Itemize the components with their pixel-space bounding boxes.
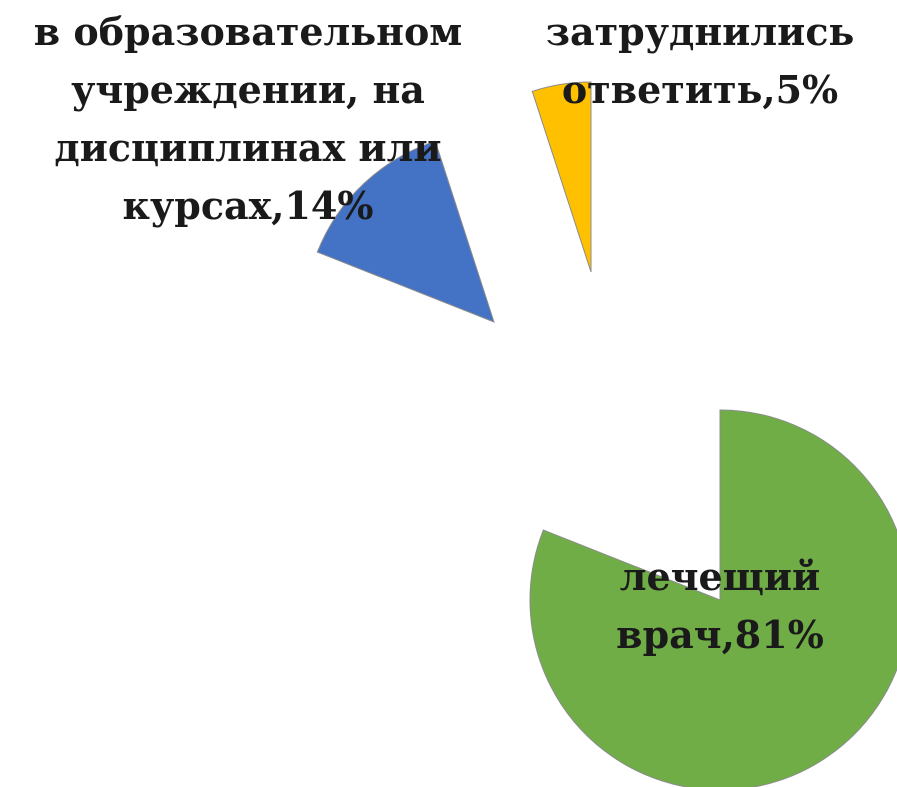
pie-slice: [531, 81, 592, 273]
slice-label: лечещий врач,81%: [616, 554, 824, 657]
pie-labels: лечещий врач,81% в образовательном учрежден…: [34, 9, 855, 657]
slice-label-line: лечещий: [620, 554, 820, 599]
slice-label-line: ответить,5%: [562, 67, 838, 112]
slice-label: затруднились ответить,5%: [546, 9, 855, 112]
pie-slice: [529, 409, 897, 787]
slice-label-line: в образовательном: [34, 9, 463, 54]
slice-label-line: курсах,14%: [123, 183, 374, 228]
pie-slice: [316, 140, 495, 323]
slice-label-line: дисциплинах или: [54, 125, 441, 170]
slice-label-line: затруднились: [546, 9, 855, 54]
slice-label-line: учреждении, на: [71, 67, 425, 112]
slice-label: в образовательном учреждении, на дисциплин…: [34, 9, 463, 228]
slice-label-line: врач,81%: [616, 612, 824, 657]
pie-slices: [316, 81, 897, 787]
